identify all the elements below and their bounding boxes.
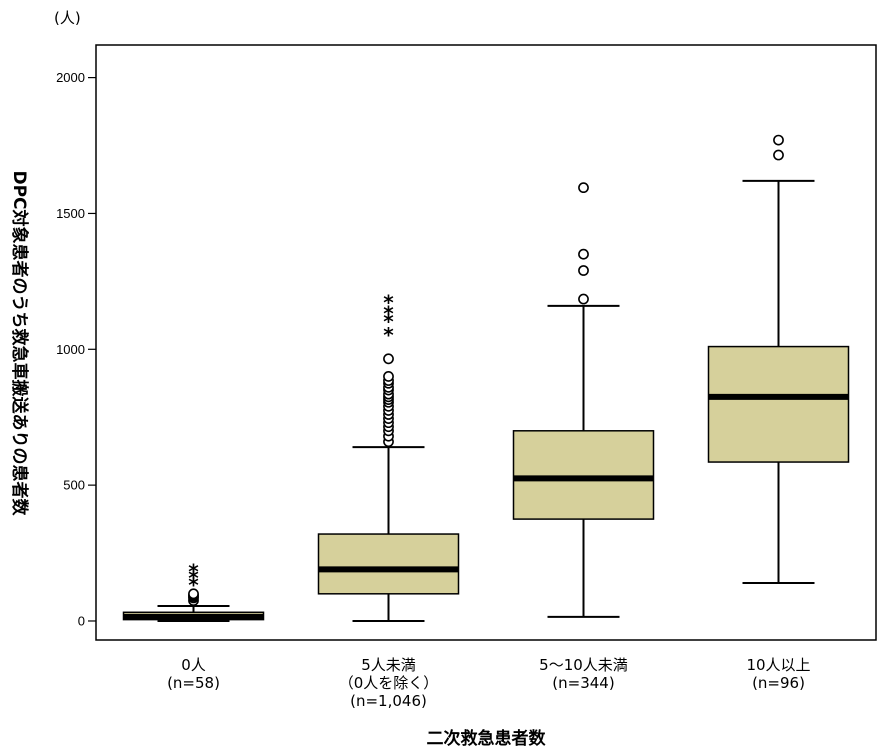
- box-group: ****: [317, 290, 460, 622]
- extreme-point: *: [188, 566, 199, 590]
- y-tick-label: 500: [63, 478, 85, 493]
- extreme-point: *: [188, 559, 199, 583]
- outlier-point: [188, 588, 199, 600]
- y-tick-label: 1000: [56, 342, 85, 357]
- x-category-label: 5～10人未満: [539, 656, 628, 674]
- x-category-label: 10人以上: [746, 656, 810, 674]
- x-category-label: （0人を除く）: [339, 674, 439, 692]
- outlier-point: [383, 353, 394, 365]
- x-axis-title: 二次救急患者数: [427, 728, 547, 749]
- x-category-label: 0人: [181, 656, 206, 674]
- box: [707, 345, 850, 463]
- box-series: *******: [122, 134, 850, 622]
- outlier-point: [578, 248, 589, 260]
- box: [512, 430, 655, 520]
- x-category-label: (n=344): [552, 674, 614, 692]
- y-axis: 0 500 1000 1500 2000: [56, 70, 96, 628]
- plot-area: [95, 44, 877, 641]
- box-group: [707, 134, 850, 584]
- x-axis-labels: 0人(n=58) 5人未満（0人を除く）(n=1,046) 5～10人未満(n=34…: [167, 656, 810, 710]
- outlier-point: [578, 293, 589, 305]
- plot-frame: [95, 44, 877, 641]
- outlier-point: [578, 265, 589, 276]
- y-axis-title: DPC対象患者のうち救急車搬送ありの患者数: [9, 170, 30, 516]
- outlier-point: [383, 371, 394, 382]
- box-group: [512, 182, 655, 618]
- x-category-label: (n=1,046): [350, 692, 427, 710]
- extreme-point: *: [383, 309, 394, 333]
- y-unit-label: (人): [54, 9, 81, 27]
- y-tick-label: 0: [78, 613, 85, 628]
- x-category-label: 5人未満: [361, 656, 416, 674]
- outlier-point: [773, 149, 784, 161]
- extreme-point: *: [383, 301, 394, 325]
- x-category-label: (n=96): [752, 674, 805, 692]
- extreme-point: *: [188, 573, 199, 597]
- extreme-point: *: [383, 323, 394, 347]
- outlier-point: [578, 182, 589, 194]
- y-tick-label: 1500: [56, 206, 85, 221]
- y-tick-label: 2000: [56, 70, 85, 85]
- x-category-label: (n=58): [167, 674, 220, 692]
- extreme-point: *: [383, 290, 394, 314]
- box: [317, 533, 460, 595]
- outlier-point: [773, 134, 784, 146]
- box-group: ***: [122, 559, 265, 622]
